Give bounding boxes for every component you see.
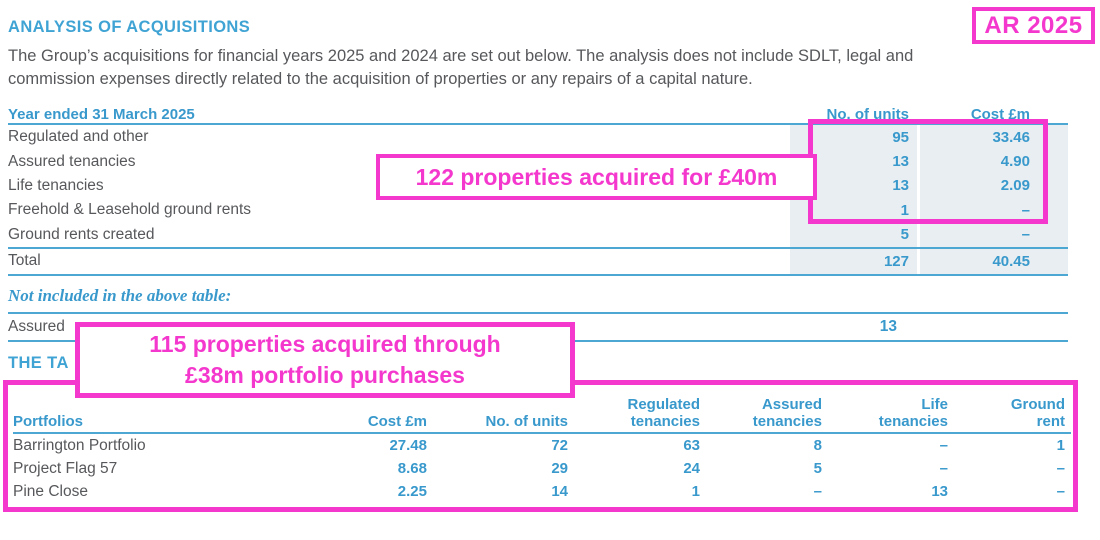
cell-ground: 1 bbox=[1056, 437, 1065, 454]
row-label: Regulated and other bbox=[8, 128, 149, 146]
cell-units: 72 bbox=[551, 437, 568, 454]
cell-units: 29 bbox=[551, 460, 568, 477]
total-units: 127 bbox=[790, 248, 917, 274]
cell-regulated: 1 bbox=[691, 483, 700, 500]
annotation-115-line-2: £38m portfolio purchases bbox=[185, 362, 465, 388]
intro-line-1: The Group’s acquisitions for financial y… bbox=[8, 47, 914, 65]
table-title: Year ended 31 March 2025 bbox=[8, 106, 195, 123]
annotation-122-properties: 122 properties acquired for £40m bbox=[376, 154, 817, 200]
cell-regulated: 24 bbox=[683, 460, 700, 477]
table-row: Ground rents created 5 – bbox=[8, 222, 1068, 249]
ar-2025-annotation-box: AR 2025 bbox=[972, 7, 1095, 44]
portfolios-table: Portfolios Cost £m No. of units Regulate… bbox=[13, 396, 1071, 503]
annotation-115-properties: 115 properties acquired through £38m por… bbox=[75, 322, 575, 398]
portfolio-name: Project Flag 57 bbox=[13, 459, 118, 477]
column-header-ground: Ground rent bbox=[1010, 396, 1065, 430]
excluded-section-heading: Not included in the above table: bbox=[8, 286, 1068, 314]
total-label: Total bbox=[8, 252, 41, 270]
portfolios-table-header: Portfolios Cost £m No. of units Regulate… bbox=[13, 396, 1071, 434]
table-total-row: Total 127 40.45 bbox=[8, 248, 1068, 276]
table-row: Project Flag 57 8.68 29 24 5 – – bbox=[13, 457, 1071, 480]
cell-regulated: 63 bbox=[683, 437, 700, 454]
column-header-units: No. of units bbox=[826, 106, 910, 123]
cell-ground: – bbox=[1056, 483, 1065, 500]
cell-assured: 5 bbox=[813, 460, 822, 477]
row-units: 5 bbox=[790, 222, 917, 247]
table-row: Barrington Portfolio 27.48 72 63 8 – 1 bbox=[13, 434, 1071, 457]
intro-paragraph: The Group’s acquisitions for financial y… bbox=[8, 45, 988, 91]
row-label: Assured tenancies bbox=[8, 152, 136, 170]
cell-units: 14 bbox=[551, 483, 568, 500]
cell-cost: 27.48 bbox=[389, 437, 427, 454]
ar-2025-label: AR 2025 bbox=[984, 11, 1083, 39]
column-header-cost: Cost £m bbox=[367, 413, 427, 430]
cell-ground: – bbox=[1056, 460, 1065, 477]
column-header-regulated: Regulated tenancies bbox=[627, 396, 700, 430]
column-header-cost: Cost £m bbox=[970, 106, 1030, 123]
portfolio-name: Barrington Portfolio bbox=[13, 436, 146, 454]
row-label: Ground rents created bbox=[8, 225, 155, 243]
page-title: ANALYSIS OF ACQUISITIONS bbox=[8, 18, 251, 36]
column-header-portfolios: Portfolios bbox=[13, 413, 83, 430]
cell-life: – bbox=[939, 437, 948, 454]
units-cost-highlight-box bbox=[808, 119, 1048, 224]
annotation-122-text: 122 properties acquired for £40m bbox=[415, 163, 778, 190]
cell-life: 13 bbox=[931, 483, 948, 500]
excluded-row-units: 13 bbox=[879, 318, 897, 335]
excluded-row-label: Assured bbox=[8, 318, 65, 335]
acquisitions-table-header: Year ended 31 March 2025 No. of units Co… bbox=[8, 106, 1068, 125]
cell-cost: 2.25 bbox=[397, 483, 427, 500]
row-cost: – bbox=[920, 222, 1068, 247]
cell-assured: 8 bbox=[813, 437, 822, 454]
annotation-115-line-1: 115 properties acquired through bbox=[149, 331, 501, 357]
cell-life: – bbox=[939, 460, 948, 477]
column-header-life: Life tenancies bbox=[878, 396, 948, 430]
table-row: Pine Close 2.25 14 1 – 13 – bbox=[13, 480, 1071, 503]
cell-assured: – bbox=[813, 483, 822, 500]
row-label: Life tenancies bbox=[8, 176, 104, 194]
intro-line-2: commission expenses directly related to … bbox=[8, 70, 753, 88]
column-header-assured: Assured tenancies bbox=[752, 396, 822, 430]
portfolios-highlight-box: Portfolios Cost £m No. of units Regulate… bbox=[3, 380, 1078, 512]
column-header-units: No. of units bbox=[485, 413, 569, 430]
section-heading-truncated: THE TA bbox=[8, 354, 69, 372]
total-cost: 40.45 bbox=[920, 248, 1068, 274]
cell-cost: 8.68 bbox=[397, 460, 427, 477]
portfolio-name: Pine Close bbox=[13, 482, 88, 500]
row-label: Freehold & Leasehold ground rents bbox=[8, 201, 251, 219]
